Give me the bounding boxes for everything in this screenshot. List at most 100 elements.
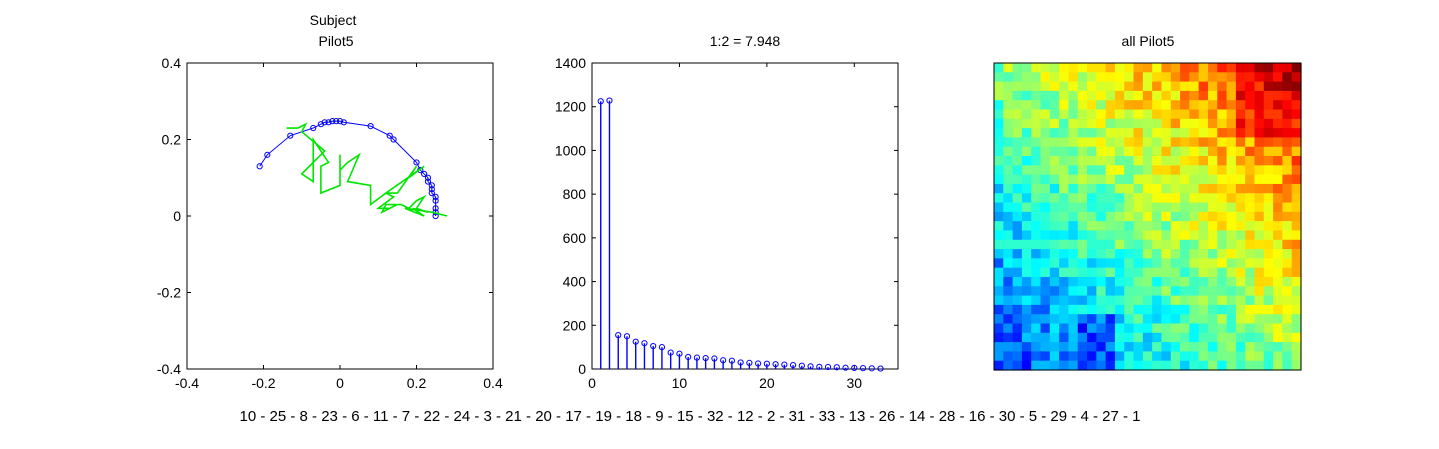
heatmap-cell: [1096, 332, 1107, 343]
heatmap-cell: [1217, 174, 1228, 185]
panel2-stem-marker: [798, 362, 805, 369]
heatmap-cell: [1049, 165, 1060, 176]
heatmap-cell: [1170, 314, 1181, 325]
heatmap-cell: [1282, 332, 1293, 343]
heatmap-cell: [1254, 276, 1265, 287]
heatmap-cell: [1291, 276, 1302, 287]
heatmap-cell: [1152, 81, 1163, 92]
heatmap-cell: [1133, 211, 1144, 222]
heatmap-cell: [1235, 304, 1246, 315]
heatmap-cell: [1068, 239, 1079, 250]
heatmap-cell: [1217, 193, 1228, 204]
heatmap-cell: [1245, 174, 1256, 185]
heatmap-cell: [1096, 109, 1107, 120]
heatmap-cell: [1245, 295, 1256, 306]
heatmap-cell: [1077, 63, 1088, 73]
heatmap-cell: [1133, 342, 1144, 352]
heatmap-cell: [1021, 342, 1032, 352]
heatmap-cell: [1282, 90, 1293, 101]
heatmap-cell: [1003, 174, 1014, 185]
heatmap-cell: [994, 183, 1004, 194]
heatmap-cell: [1096, 100, 1107, 111]
heatmap-cell: [1077, 230, 1088, 241]
heatmap-cell: [1170, 146, 1181, 157]
heatmap-cell: [1152, 165, 1163, 176]
heatmap-cell: [1114, 267, 1125, 278]
heatmap-cell: [1049, 342, 1060, 352]
heatmap-cell: [1180, 118, 1190, 129]
heatmap-cell: [1170, 267, 1181, 278]
panel1-axes-box: [186, 62, 494, 370]
heatmap-cell: [1217, 118, 1228, 129]
heatmap-cell: [1059, 81, 1070, 92]
heatmap-cell: [1152, 118, 1163, 129]
heatmap-cell: [1291, 221, 1302, 232]
heatmap-cell: [1161, 221, 1172, 232]
heatmap-cell: [1226, 90, 1237, 101]
heatmap-cell: [1105, 351, 1116, 362]
heatmap-cell: [1170, 230, 1181, 241]
heatmap-cell: [1059, 118, 1070, 129]
heatmap-cell: [1207, 174, 1218, 185]
heatmap-cell: [1105, 360, 1116, 371]
heatmap-cell: [1152, 276, 1163, 287]
heatmap-cell: [1031, 295, 1042, 306]
heatmap-cell: [1133, 100, 1144, 111]
heatmap-cell: [1021, 230, 1032, 241]
heatmap-cell: [1189, 351, 1200, 362]
heatmap-cell: [994, 342, 1004, 352]
heatmap-cell: [1059, 211, 1070, 222]
heatmap-cell: [1254, 221, 1265, 232]
heatmap-cell: [1207, 146, 1218, 157]
heatmap-cell: [1040, 137, 1051, 148]
heatmap-cell: [1124, 72, 1135, 83]
heatmap-cell: [1226, 72, 1237, 83]
heatmap-cell: [1180, 295, 1190, 306]
heatmap-cell: [1031, 258, 1042, 269]
heatmap-cell: [1170, 249, 1181, 259]
heatmap-cell: [1068, 81, 1079, 92]
heatmap-cell: [1124, 295, 1135, 306]
heatmap-cell: [1040, 230, 1051, 241]
heatmap-cell: [1161, 100, 1172, 111]
heatmap-cell: [1003, 156, 1014, 166]
heatmap-cell: [1217, 128, 1228, 139]
heatmap-cell: [1189, 100, 1200, 111]
heatmap-cell: [1087, 286, 1097, 297]
heatmap-cell: [1096, 351, 1107, 362]
heatmap-cell: [1245, 128, 1256, 139]
heatmap-cell: [1003, 351, 1014, 362]
heatmap-cell: [1198, 156, 1209, 166]
heatmap-cell: [1282, 81, 1293, 92]
heatmap-cell: [1198, 63, 1209, 73]
heatmap-cell: [1235, 128, 1246, 139]
heatmap-cell: [1245, 249, 1256, 259]
heatmap-cell: [1170, 183, 1181, 194]
heatmap-cell: [1207, 202, 1218, 213]
heatmap-cell: [1003, 295, 1014, 306]
heatmap-cell: [1273, 174, 1283, 185]
heatmap-cell: [1273, 137, 1283, 148]
panel2-stem-marker: [711, 355, 718, 362]
panel1-point: [329, 118, 336, 125]
heatmap-cell: [1059, 304, 1070, 315]
heatmap-cell: [1077, 146, 1088, 157]
panel2-stem-marker: [877, 365, 884, 372]
heatmap-cell: [1114, 165, 1125, 176]
heatmap-cell: [1003, 221, 1014, 232]
heatmap-cell: [1142, 304, 1153, 315]
heatmap-cell: [1273, 193, 1283, 204]
heatmap-cell: [1124, 221, 1135, 232]
heatmap-cell: [1021, 72, 1032, 83]
heatmap-cell: [1273, 118, 1283, 129]
heatmap-cell: [1180, 109, 1190, 120]
heatmap-cell: [1087, 63, 1097, 73]
panel1-point: [321, 119, 328, 126]
panel2-stem-marker: [641, 340, 648, 347]
heatmap-cell: [1217, 146, 1228, 157]
heatmap-cell: [1198, 221, 1209, 232]
heatmap-cell: [1254, 137, 1265, 148]
heatmap-cell: [1263, 314, 1274, 325]
heatmap-cell: [1152, 202, 1163, 213]
heatmap-cell: [1161, 258, 1172, 269]
